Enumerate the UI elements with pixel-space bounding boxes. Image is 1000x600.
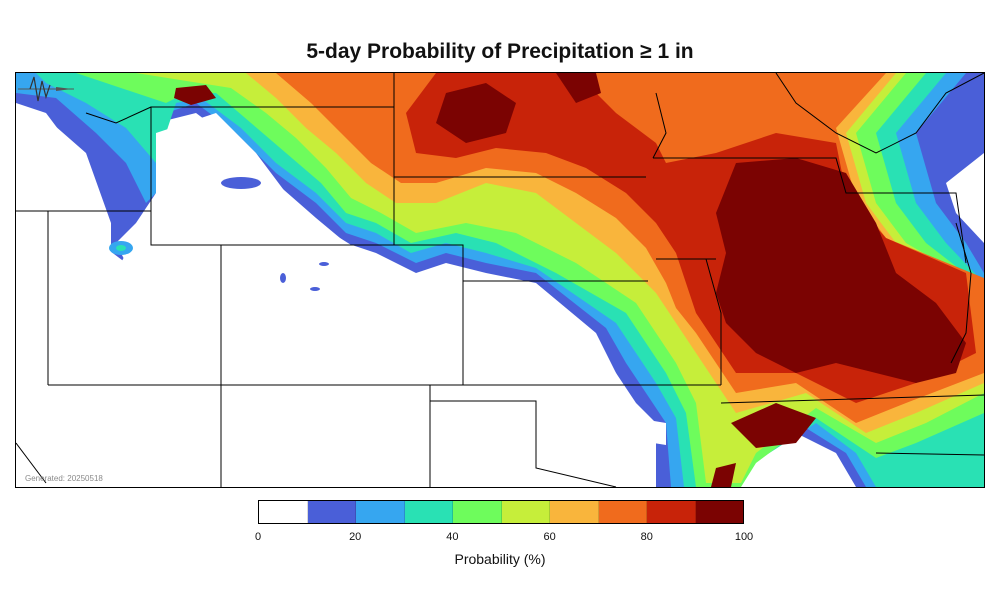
dry-region-west [16, 113, 111, 487]
map-canvas [16, 73, 984, 487]
colorbar-tick-label: 40 [446, 531, 459, 543]
colorbar-tick-label: 80 [640, 531, 653, 543]
colorbar-bin [356, 501, 405, 523]
probability-map: Generated: 20250518 [15, 72, 985, 488]
dry-patch-south [636, 418, 666, 445]
state-boundaries [16, 73, 984, 487]
colorbar-bin [404, 501, 453, 523]
colorbar-bin [695, 501, 743, 523]
colorbar-bin [598, 501, 647, 523]
contour-90-nw [174, 85, 216, 105]
colorbar-bin [501, 501, 550, 523]
colorbar-bin [307, 501, 356, 523]
contour-90-north [436, 83, 516, 143]
dry-region-central [96, 113, 656, 487]
colorbar-tick-label: 0 [254, 531, 262, 543]
colorbar-bin [453, 501, 502, 523]
map-title: 5-day Probability of Precipitation ≥ 1 i… [306, 40, 694, 63]
probability-contours [16, 73, 984, 487]
scattered-cells [109, 177, 329, 291]
colorbar [258, 500, 744, 524]
agency-logo-icon [18, 76, 74, 102]
colorbar-tick-label: 60 [543, 531, 556, 543]
contour-90-se [711, 463, 736, 487]
contour-90-ne [556, 73, 601, 103]
colorbar-ticks: 0 20 40 60 80 100 [254, 531, 753, 545]
contour-90 [716, 158, 966, 383]
colorbar-bin [647, 501, 696, 523]
colorbar-label: Probability (%) [454, 551, 546, 567]
colorbar-tick-label: 100 [734, 531, 754, 543]
colorbar-bin [550, 501, 599, 523]
generated-date: Generated: 20250518 [25, 474, 103, 483]
contour-90-south [731, 403, 816, 448]
colorbar-bin [259, 501, 308, 523]
colorbar-tick-label: 20 [349, 531, 362, 543]
